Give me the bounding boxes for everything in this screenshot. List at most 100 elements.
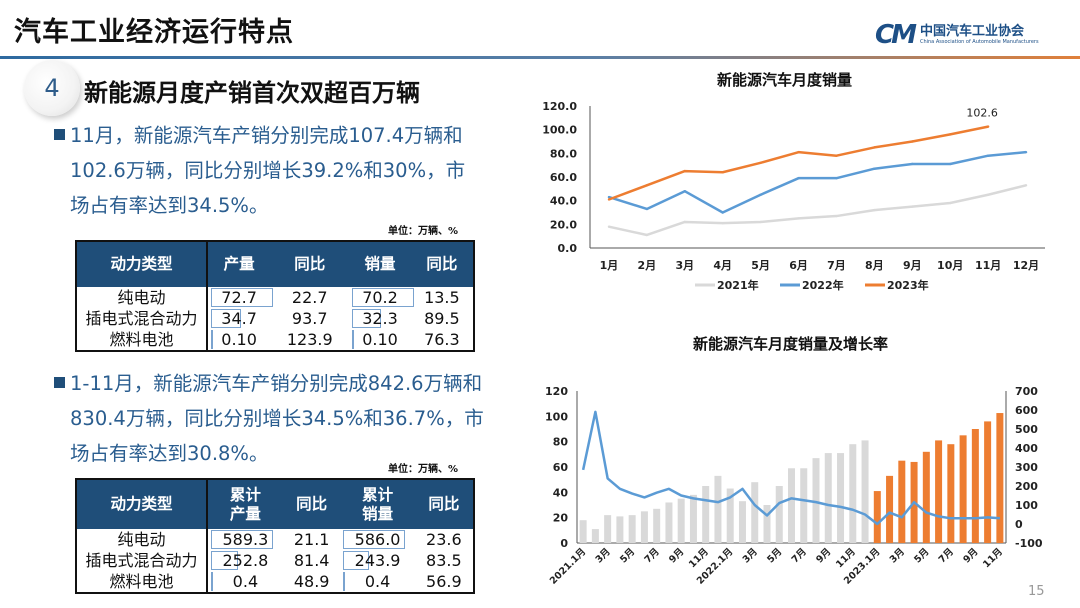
cell: 32.3: [349, 308, 410, 329]
cell-value: 0.4: [232, 572, 259, 591]
y2-tick-label: 100: [1015, 499, 1038, 512]
bar-3月: [751, 482, 759, 543]
cell: 13.5: [411, 287, 474, 308]
data-point: [607, 195, 611, 199]
series-line-2022年: [608, 150, 1027, 214]
cell-value: 89.5: [424, 309, 460, 328]
x-tick-label: 7月: [643, 546, 662, 565]
cell-value: 0.10: [362, 330, 398, 349]
data-bar: [343, 530, 406, 549]
data-point: [721, 211, 724, 214]
legend-label: 2021年: [717, 278, 759, 292]
bar-7月: [800, 468, 808, 543]
x-tick-label: 11月: [975, 259, 1001, 272]
data-bar: [352, 288, 415, 307]
y-tick-label: 120.0: [542, 100, 577, 113]
cell-value: 纯电动: [117, 288, 166, 307]
bullet-cumulative: 1-11月，新能源汽车产销分别完成842.6万辆和830.4万辆，同比分别增长3…: [54, 366, 484, 471]
cell: 0.10: [349, 329, 410, 351]
data-point: [683, 169, 686, 173]
data-bar: [211, 551, 238, 570]
x-tick-label: 12月: [1013, 259, 1039, 272]
cell: 586.0: [340, 529, 414, 550]
cell: 0.4: [340, 571, 414, 593]
column-header: 同比: [282, 479, 341, 529]
bar-2023.1月: [873, 491, 881, 543]
column-header: 产量: [207, 241, 271, 287]
cell-value: 70.2: [362, 288, 398, 307]
bar-8月: [812, 458, 820, 543]
series-line-2021年: [608, 184, 1027, 237]
bar-5月: [922, 451, 930, 543]
data-point: [1024, 184, 1028, 187]
x-tick-label: 1月: [600, 259, 619, 272]
row-label: 燃料电池: [76, 329, 208, 351]
x-tick-label: 5月: [751, 259, 770, 272]
data-point: [949, 133, 952, 136]
x-tick-label: 10月: [937, 259, 963, 272]
data-point: [911, 162, 914, 166]
cell-value: 81.4: [293, 551, 330, 570]
bar-7月: [653, 508, 661, 543]
cell-value: 243.9: [354, 551, 401, 570]
bar-11月: [702, 486, 710, 543]
data-point: [986, 154, 990, 157]
cell-value: 插电式混合动力: [85, 551, 198, 570]
bullet-square-icon: [54, 129, 65, 140]
row-label: 燃料电池: [76, 571, 208, 593]
data-point: [683, 220, 686, 224]
cell-value: 56.9: [426, 572, 462, 591]
bar-6月: [935, 440, 943, 543]
cell: 21.1: [283, 529, 341, 550]
table2-unit: 单位：万辆、%: [388, 464, 459, 475]
x-tick-label: 6月: [789, 259, 808, 272]
data-point: [797, 176, 800, 180]
y2-tick-label: 700: [1015, 385, 1038, 398]
bullet-text: 11月，新能源汽车产销分别完成107.4万辆和102.6万辆，同比分别增长39.…: [70, 124, 466, 217]
y-tick-label: 80.0: [550, 147, 577, 160]
column-header: 动力类型: [76, 241, 208, 287]
bar-10月: [689, 494, 697, 543]
y2-tick-label: 300: [1015, 461, 1038, 474]
table-row: 燃料电池 0.4 48.9 0.4 56.9: [76, 571, 474, 593]
cell-value: 34.7: [221, 309, 257, 328]
bar-12月: [861, 440, 869, 543]
data-point: [835, 154, 838, 157]
cell-value: 32.3: [362, 309, 398, 328]
logo-english-name: China Association of Automobile Manufact…: [919, 39, 1039, 45]
y2-tick-label: 400: [1015, 442, 1038, 455]
bar-12月: [714, 475, 722, 543]
legend-label: 2022年: [802, 278, 844, 292]
y-tick-label: 0: [560, 537, 568, 550]
bar-10月: [837, 453, 845, 543]
data-point: [835, 214, 838, 218]
bar-5月: [628, 515, 636, 543]
cell: 22.7: [270, 287, 349, 308]
data-point: [873, 146, 876, 149]
cell-value: 23.6: [426, 530, 462, 549]
bar-2022.1月: [726, 488, 734, 543]
y2-tick-label: -100: [1015, 537, 1043, 550]
cell: 589.3: [207, 529, 283, 550]
cell: 0.4: [207, 571, 283, 593]
logo-chinese-name: 中国汽车工业协会: [919, 24, 1024, 39]
cell-value: 21.1: [293, 530, 330, 549]
y2-tick-label: 200: [1015, 480, 1038, 493]
bar-3月: [604, 515, 612, 543]
data-bar: [343, 551, 370, 570]
data-point: [873, 167, 876, 170]
bar-11月: [996, 413, 1004, 543]
data-point: [645, 233, 649, 237]
cell-value: 48.9: [293, 572, 330, 591]
y-tick-label: 40.0: [550, 195, 577, 208]
data-point: [721, 221, 724, 225]
cell: 76.3: [411, 329, 474, 351]
bullet-text: 1-11月，新能源汽车产销分别完成842.6万辆和830.4万辆，同比分别增长3…: [70, 372, 484, 465]
bar-9月: [824, 453, 832, 543]
bar-9月: [677, 498, 685, 543]
title-divider: [0, 56, 1080, 59]
row-label: 纯电动: [76, 287, 208, 308]
x-tick-label: 3月: [741, 546, 760, 565]
bar-11月: [849, 444, 857, 543]
cell: 81.4: [283, 550, 341, 571]
